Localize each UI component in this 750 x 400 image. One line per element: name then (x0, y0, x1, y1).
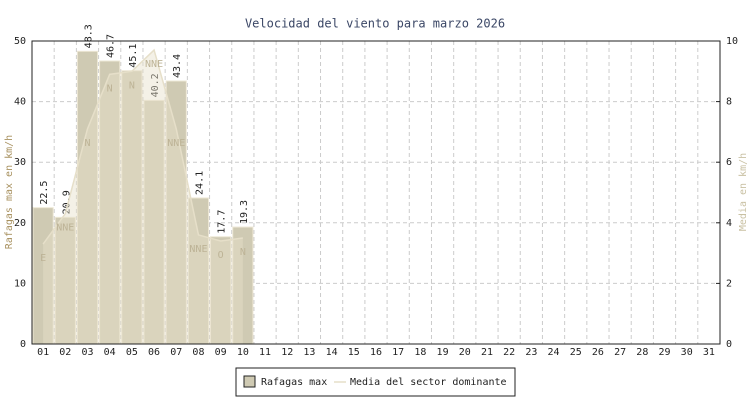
x-tick-label: 06 (148, 347, 160, 358)
y2-tick-label: 10 (726, 36, 738, 47)
direction-label: N (107, 83, 113, 94)
x-tick-label: 09 (215, 347, 227, 358)
bar-value-label: 46.7 (106, 34, 117, 58)
direction-label: E (40, 253, 46, 264)
x-tick-label: 04 (104, 347, 116, 358)
bar-value-label: 43.4 (172, 54, 183, 78)
x-tick-label: 10 (237, 347, 249, 358)
bar-value-label: 22.5 (39, 181, 50, 205)
x-tick-label: 17 (392, 347, 404, 358)
y2-tick-label: 4 (726, 218, 732, 229)
y2-tick-label: 6 (726, 157, 732, 168)
legend-swatch (243, 375, 256, 388)
x-tick-label: 31 (703, 347, 715, 358)
x-tick-label: 05 (126, 347, 138, 358)
x-tick-label: 25 (570, 347, 582, 358)
x-tick-label: 01 (37, 347, 49, 358)
bar-value-label: 40.2 (150, 73, 161, 97)
y-tick-label: 40 (14, 97, 26, 108)
bar-value-label: 20.9 (61, 190, 72, 214)
direction-label: N (129, 80, 135, 91)
y-tick-label: 20 (14, 218, 26, 229)
line (42, 48, 243, 245)
plot-frame (31, 40, 721, 345)
bar-value-label: 24.1 (194, 171, 205, 195)
direction-label: NNE (145, 59, 163, 70)
direction-label: N (240, 247, 246, 258)
x-tick-label: 24 (548, 347, 560, 358)
y-tick-label: 0 (20, 339, 26, 350)
direction-label: NNE (56, 223, 74, 234)
y-tick-label: 10 (14, 278, 26, 289)
y2-tick-label: 8 (726, 97, 732, 108)
direction-label: NNE (167, 138, 185, 149)
bar-value-label: 48.3 (83, 24, 94, 48)
x-tick-label: 07 (170, 347, 182, 358)
x-tick-label: 23 (525, 347, 537, 358)
x-tick-label: 26 (592, 347, 604, 358)
bar-value-label: 19.3 (239, 200, 250, 224)
x-tick-label: 16 (370, 347, 382, 358)
y-axis-label: Rafagas max en km/h (4, 135, 15, 249)
x-tick-label: 29 (658, 347, 670, 358)
area (43, 50, 243, 345)
bar-value-label: 45.1 (128, 44, 139, 68)
chart-title: Velocidad del viento para marzo 2026 (245, 17, 505, 31)
x-tick-label: 14 (326, 347, 338, 358)
legend-label: Media del sector dominante (350, 377, 507, 388)
y2-tick-label: 0 (726, 339, 732, 350)
x-tick-label: 03 (81, 347, 93, 358)
x-tick-label: 08 (192, 347, 204, 358)
x-tick-label: 11 (259, 347, 271, 358)
x-tick-label: 22 (503, 347, 515, 358)
x-tick-label: 18 (414, 347, 426, 358)
y-tick-label: 50 (14, 36, 26, 47)
bar-value-label: 17.7 (217, 210, 228, 234)
y2-tick-label: 2 (726, 278, 732, 289)
x-tick-label: 13 (303, 347, 315, 358)
legend-label: Rafagas max (261, 377, 327, 388)
x-tick-label: 19 (437, 347, 449, 358)
direction-label: O (218, 250, 224, 261)
x-tick-label: 21 (481, 347, 493, 358)
direction-label: N (84, 138, 90, 149)
y2-axis-label: Media en km/h (738, 153, 749, 231)
x-tick-label: 30 (681, 347, 693, 358)
x-tick-label: 15 (348, 347, 360, 358)
x-tick-label: 28 (636, 347, 648, 358)
x-tick-label: 12 (281, 347, 293, 358)
x-tick-label: 27 (614, 347, 626, 358)
direction-label: NNE (189, 244, 207, 255)
y-tick-label: 30 (14, 157, 26, 168)
x-tick-label: 20 (459, 347, 471, 358)
x-tick-label: 02 (59, 347, 71, 358)
legend-box (235, 367, 516, 397)
